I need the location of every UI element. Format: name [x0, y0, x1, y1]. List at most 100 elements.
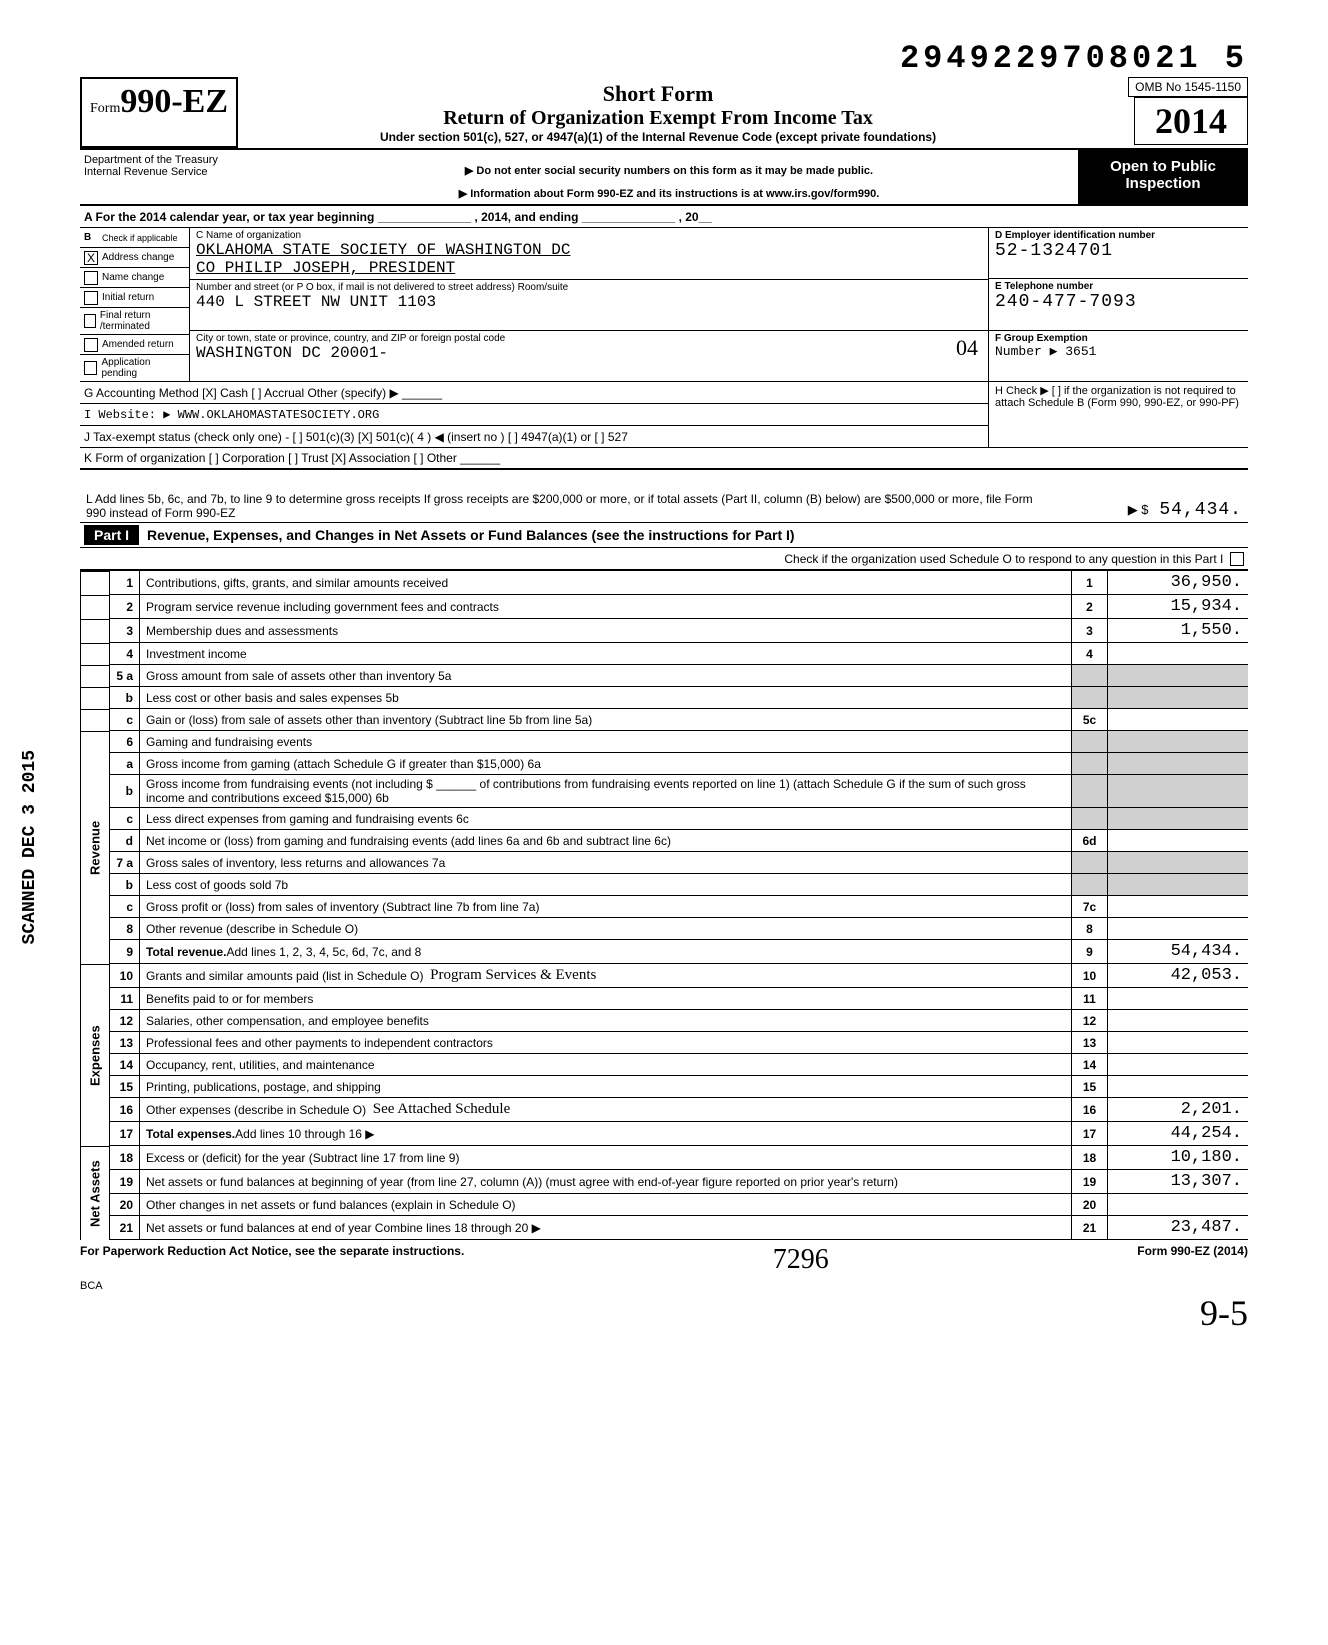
check-address-change[interactable]: XAddress change: [80, 248, 189, 268]
c-label: C Name of organization: [196, 230, 982, 241]
row-num-17: 10: [110, 964, 140, 988]
row-amount-6: [1108, 709, 1248, 731]
org-care-of: CO PHILIP JOSEPH, PRESIDENT: [196, 259, 982, 277]
row-desc-18: Benefits paid to or for members: [140, 988, 1072, 1010]
row-desc-24: Total expenses. Add lines 10 through 16 …: [140, 1122, 1072, 1146]
city-state-zip: WASHINGTON DC 20001-: [196, 344, 982, 362]
part-i-header: Part I Revenue, Expenses, and Changes in…: [80, 523, 1248, 548]
row-amount-24: 44,254.: [1108, 1122, 1248, 1146]
right-header-col: OMB No 1545-1150 2014: [1078, 77, 1248, 148]
row-desc-17: Grants and similar amounts paid (list in…: [140, 964, 1072, 988]
row-num-8: a: [110, 753, 140, 775]
row-cellnum-22: 15: [1072, 1076, 1108, 1098]
row-amount-5: [1108, 687, 1248, 709]
short-form-title: Short Form: [246, 81, 1070, 107]
ein-value: 52-1324701: [995, 241, 1242, 261]
f-label: F Group Exemption: [995, 333, 1242, 344]
row-cellnum-19: 12: [1072, 1010, 1108, 1032]
line-k-org-form: K Form of organization [ ] Corporation […: [80, 448, 1248, 470]
d-label: D Employer identification number: [995, 230, 1242, 241]
hand-04: 04: [956, 335, 978, 361]
doc-id: 2949229708021 5: [80, 40, 1248, 77]
f-group-cell: F Group Exemption Number ▶ 3651: [989, 331, 1248, 381]
row-num-28: 21: [110, 1216, 140, 1240]
row-desc-1: Program service revenue including govern…: [140, 595, 1072, 619]
subtitle: Under section 501(c), 527, or 4947(a)(1)…: [246, 130, 1070, 144]
row-num-22: 15: [110, 1076, 140, 1098]
b-label: B Check if applicable: [80, 228, 189, 248]
row-num-2: 3: [110, 619, 140, 643]
row-desc-21: Occupancy, rent, utilities, and maintena…: [140, 1054, 1072, 1076]
line-l-amount: ▶ $ 54,434.: [1048, 498, 1248, 522]
line-l-gross-receipts: L Add lines 5b, 6c, and 7b, to line 9 to…: [80, 490, 1048, 522]
line-i-website: I Website: ▶ WWW.OKLAHOMASTATESOCIETY.OR…: [80, 404, 988, 426]
row-amount-11: [1108, 830, 1248, 852]
check-name-change[interactable]: Name change: [80, 268, 189, 288]
row-desc-3: Investment income: [140, 643, 1072, 665]
row-cellnum-8: [1072, 753, 1108, 775]
row-desc-6: Gain or (loss) from sale of assets other…: [140, 709, 1072, 731]
ssn-warning: ▶ Do not enter social security numbers o…: [264, 154, 1074, 187]
part-i-sub: Check if the organization used Schedule …: [80, 548, 1248, 570]
warnings: ▶ Do not enter social security numbers o…: [260, 150, 1078, 204]
row-desc-8: Gross income from gaming (attach Schedul…: [140, 753, 1072, 775]
org-name: OKLAHOMA STATE SOCIETY OF WASHINGTON DC: [196, 241, 982, 259]
row-desc-10: Less direct expenses from gaming and fun…: [140, 808, 1072, 830]
row-desc-28: Net assets or fund balances at end of ye…: [140, 1216, 1072, 1240]
row-amount-16: 54,434.: [1108, 940, 1248, 964]
row-cellnum-20: 13: [1072, 1032, 1108, 1054]
row-amount-0: 36,950.: [1108, 571, 1248, 595]
row-num-11: d: [110, 830, 140, 852]
c-name-cell: C Name of organization OKLAHOMA STATE SO…: [190, 228, 988, 280]
row-amount-9: [1108, 775, 1248, 808]
row-num-25: 18: [110, 1146, 140, 1170]
row-amount-25: 10,180.: [1108, 1146, 1248, 1170]
row-desc-26: Net assets or fund balances at beginning…: [140, 1170, 1072, 1194]
row-cellnum-5: [1072, 687, 1108, 709]
addr-label: Number and street (or P O box, if mail i…: [196, 282, 982, 293]
row-num-14: c: [110, 896, 140, 918]
row-num-7: 6: [110, 731, 140, 753]
row-cellnum-18: 11: [1072, 988, 1108, 1010]
row-num-16: 9: [110, 940, 140, 964]
row-cellnum-13: [1072, 874, 1108, 896]
row-cellnum-27: 20: [1072, 1194, 1108, 1216]
row-amount-10: [1108, 808, 1248, 830]
row-num-0: 1: [110, 571, 140, 595]
check-initial-return[interactable]: Initial return: [80, 288, 189, 308]
row-amount-14: [1108, 896, 1248, 918]
dept-line2: Internal Revenue Service: [84, 166, 256, 178]
check-final-return-terminated[interactable]: Final return /terminated: [80, 308, 189, 335]
row-num-20: 13: [110, 1032, 140, 1054]
row-amount-27: [1108, 1194, 1248, 1216]
row-num-13: b: [110, 874, 140, 896]
row-desc-22: Printing, publications, postage, and shi…: [140, 1076, 1072, 1098]
side-spacer: [80, 619, 110, 643]
paperwork-notice: For Paperwork Reduction Act Notice, see …: [80, 1244, 464, 1276]
row-num-18: 11: [110, 988, 140, 1010]
schedule-o-checkbox[interactable]: [1230, 552, 1244, 566]
row-cellnum-7: [1072, 731, 1108, 753]
row-desc-0: Contributions, gifts, grants, and simila…: [140, 571, 1072, 595]
row-num-10: c: [110, 808, 140, 830]
check-amended-return[interactable]: Amended return: [80, 335, 189, 355]
e-phone-cell: E Telephone number 240-477-7093: [989, 279, 1248, 330]
row-desc-25: Excess or (deficit) for the year (Subtra…: [140, 1146, 1072, 1170]
check-application-pending[interactable]: Application pending: [80, 355, 189, 381]
row-cellnum-1: 2: [1072, 595, 1108, 619]
title-block: Short Form Return of Organization Exempt…: [238, 77, 1078, 148]
side-spacer: [80, 595, 110, 619]
row-cellnum-15: 8: [1072, 918, 1108, 940]
row-desc-27: Other changes in net assets or fund bala…: [140, 1194, 1072, 1216]
row-desc-11: Net income or (loss) from gaming and fun…: [140, 830, 1072, 852]
part-i-sub-text: Check if the organization used Schedule …: [784, 552, 1223, 566]
side-spacer: [80, 571, 110, 595]
row-amount-23: 2,201.: [1108, 1098, 1248, 1122]
row-desc-7: Gaming and fundraising events: [140, 731, 1072, 753]
side-spacer: [80, 687, 110, 709]
line-g-accounting: G Accounting Method [X] Cash [ ] Accrual…: [80, 382, 988, 404]
d-ein-cell: D Employer identification number 52-1324…: [989, 228, 1248, 279]
row-amount-18: [1108, 988, 1248, 1010]
h-schedule-b: H Check ▶ [ ] if the organization is not…: [988, 382, 1248, 448]
row-cellnum-24: 17: [1072, 1122, 1108, 1146]
